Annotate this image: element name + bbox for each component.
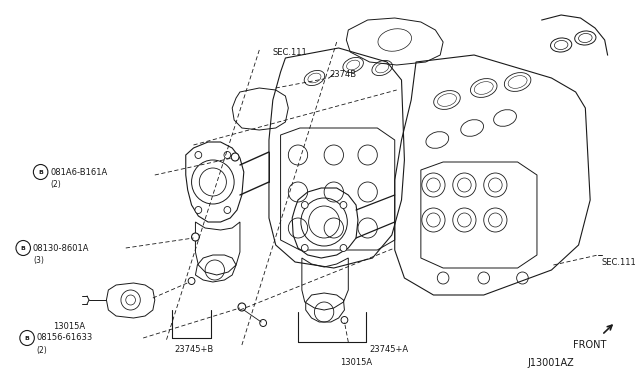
Circle shape [224, 206, 231, 214]
Text: 081A6-B161A: 081A6-B161A [51, 167, 108, 176]
Circle shape [195, 151, 202, 158]
Text: 23745+A: 23745+A [369, 345, 409, 354]
Circle shape [340, 244, 347, 251]
Circle shape [188, 278, 195, 285]
Text: J13001AZ: J13001AZ [527, 358, 574, 368]
Circle shape [195, 206, 202, 214]
Circle shape [238, 303, 246, 311]
Circle shape [260, 320, 266, 327]
Text: 08156-61633: 08156-61633 [36, 334, 93, 343]
Text: 13015A: 13015A [340, 358, 372, 367]
Circle shape [231, 153, 239, 161]
Text: 23745+B: 23745+B [174, 345, 213, 354]
Text: 13015A: 13015A [53, 322, 85, 331]
Text: SEC.111: SEC.111 [602, 258, 637, 267]
Text: SEC.111: SEC.111 [273, 48, 308, 57]
Text: B: B [20, 246, 26, 250]
Circle shape [301, 202, 308, 208]
Text: (3): (3) [33, 256, 44, 264]
Circle shape [340, 202, 347, 208]
Text: (2): (2) [51, 180, 61, 189]
Circle shape [301, 244, 308, 251]
Circle shape [341, 317, 348, 324]
Text: 08130-8601A: 08130-8601A [33, 244, 90, 253]
Text: B: B [25, 336, 29, 340]
Text: B: B [38, 170, 43, 174]
Circle shape [191, 233, 199, 241]
Circle shape [224, 151, 231, 158]
Text: 2374B: 2374B [329, 70, 356, 79]
Text: FRONT: FRONT [573, 340, 606, 350]
Text: (2): (2) [36, 346, 47, 355]
